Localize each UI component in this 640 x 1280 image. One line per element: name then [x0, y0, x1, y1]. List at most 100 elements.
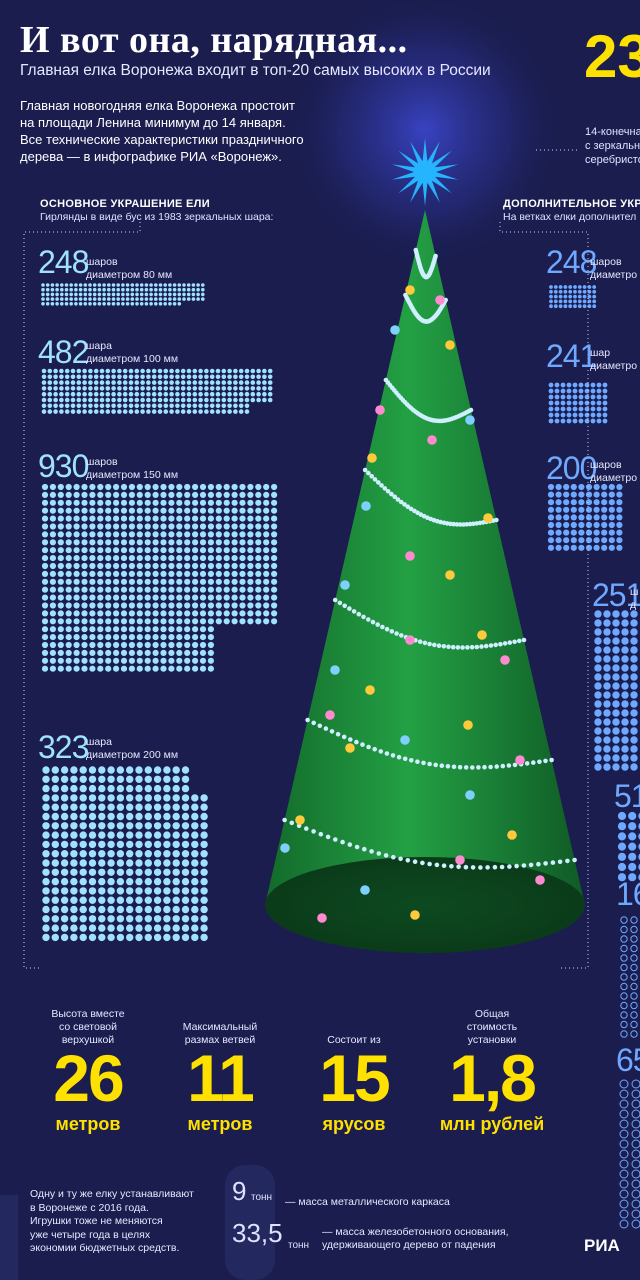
- bead: [144, 626, 151, 633]
- bead: [603, 664, 611, 672]
- bead: [573, 304, 577, 309]
- christmas-tree: [265, 210, 585, 953]
- snowflake-icon: [631, 1089, 640, 1099]
- bauble-icon: [405, 635, 415, 645]
- bead: [239, 507, 246, 514]
- bead: [144, 794, 152, 802]
- bead: [199, 515, 207, 522]
- bead: [186, 292, 191, 297]
- garland-bead: [506, 763, 512, 768]
- bead: [596, 400, 602, 406]
- bead: [176, 483, 183, 491]
- bead: [42, 766, 50, 774]
- bead: [184, 626, 191, 633]
- star-description-line: серебристо: [585, 154, 640, 166]
- bead: [186, 386, 192, 391]
- bead: [81, 531, 88, 538]
- bead: [42, 887, 50, 895]
- bead: [98, 794, 106, 802]
- garland-bead: [427, 761, 432, 767]
- bead: [207, 618, 214, 625]
- bead: [107, 859, 115, 867]
- bead: [70, 933, 78, 942]
- bead: [79, 915, 87, 923]
- bead: [163, 287, 167, 292]
- bead: [163, 292, 167, 297]
- bead: [113, 523, 120, 530]
- bead: [172, 822, 180, 830]
- bead: [70, 794, 78, 802]
- bead: [126, 877, 134, 886]
- bead: [64, 368, 70, 374]
- bead: [255, 618, 262, 625]
- bead: [144, 523, 151, 530]
- bead: [563, 294, 568, 299]
- bead: [53, 368, 58, 374]
- bead: [65, 555, 72, 562]
- bead: [57, 594, 64, 601]
- snowflake-icon: [620, 925, 628, 934]
- bead: [553, 304, 558, 309]
- bead: [247, 578, 254, 585]
- bead: [192, 403, 198, 409]
- bead: [113, 578, 120, 585]
- frame-lines: [23, 149, 589, 969]
- bead: [93, 368, 99, 374]
- bead: [630, 610, 638, 618]
- bead: [590, 400, 596, 406]
- bauble-icon: [507, 830, 517, 840]
- bead: [621, 736, 629, 744]
- ornament-count: 248: [546, 244, 597, 280]
- garland-bead: [366, 617, 371, 622]
- garland-bead: [494, 764, 500, 769]
- bead: [51, 794, 59, 802]
- bead: [136, 491, 143, 498]
- bead: [231, 610, 238, 617]
- bead: [57, 483, 64, 491]
- bead: [227, 374, 232, 380]
- bead: [227, 409, 232, 414]
- bead: [120, 523, 128, 530]
- bead: [60, 877, 69, 886]
- bead: [160, 523, 167, 530]
- bead: [570, 514, 577, 521]
- bead: [200, 924, 208, 932]
- bead: [153, 868, 162, 876]
- garland-bead: [464, 522, 470, 527]
- bead: [548, 418, 554, 424]
- bead: [60, 302, 64, 306]
- bead: [111, 287, 116, 292]
- garland-bead: [333, 837, 338, 842]
- bead: [603, 754, 611, 762]
- bead: [563, 529, 570, 536]
- bead: [621, 763, 629, 771]
- bead: [244, 368, 250, 374]
- bead: [107, 877, 115, 886]
- bead: [630, 691, 638, 699]
- bead-count: 248: [38, 244, 89, 280]
- star-description: 14-конечна с зеркальн серебристо: [585, 125, 640, 167]
- bead: [113, 594, 120, 601]
- garland-bead: [329, 729, 335, 734]
- bead: [172, 887, 180, 895]
- bead: [621, 700, 629, 708]
- bead: [172, 287, 177, 292]
- bead: [223, 570, 230, 578]
- bead: [136, 483, 143, 491]
- bead: [97, 499, 104, 506]
- bead: [140, 374, 145, 380]
- garland-bead: [521, 863, 527, 868]
- bead: [608, 483, 615, 491]
- bead: [113, 634, 120, 641]
- bead: [590, 418, 596, 424]
- bead: [244, 397, 250, 403]
- right-section-heading: ДОПОЛНИТЕЛЬНОЕ УКРАШ: [503, 198, 640, 210]
- bead: [88, 933, 97, 942]
- bead: [169, 403, 174, 409]
- bead: [160, 665, 167, 672]
- bead: [107, 905, 115, 914]
- bead: [97, 594, 104, 601]
- bead: [70, 924, 78, 932]
- bead: [168, 657, 175, 664]
